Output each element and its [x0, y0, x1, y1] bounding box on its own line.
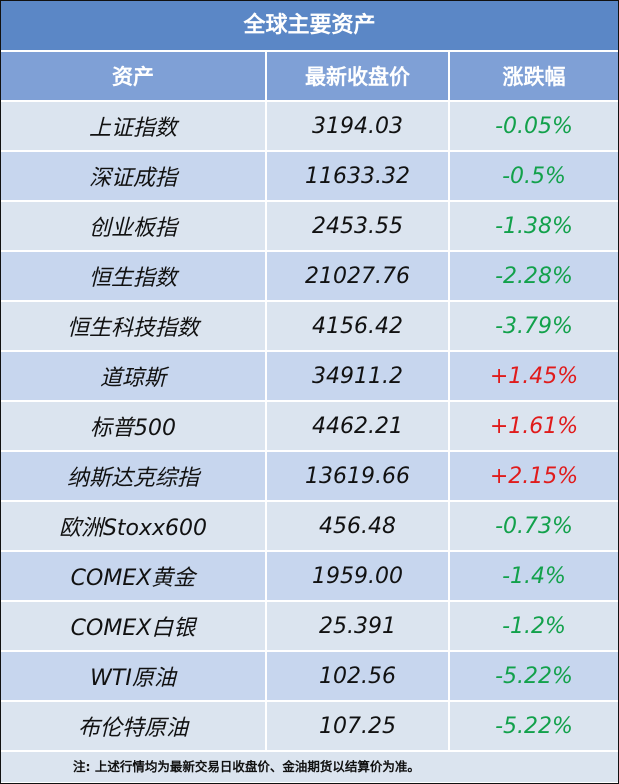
cell-asset: 创业板指 — [1, 201, 267, 252]
asset-table: 资产 最新收盘价 涨跌幅 上证指数 3194.03 -0.05% 深证成指 11633.… — [1, 52, 618, 752]
cell-price: 4462.21 — [266, 401, 450, 452]
cell-price: 456.48 — [266, 501, 450, 552]
cell-asset: COMEX白银 — [1, 601, 267, 652]
table-row: 欧洲Stoxx600 456.48 -0.73% — [1, 501, 618, 552]
cell-asset: 道琼斯 — [1, 351, 267, 402]
cell-price: 2453.55 — [266, 201, 450, 252]
cell-price: 21027.76 — [266, 251, 450, 302]
cell-asset: 纳斯达克综指 — [1, 451, 267, 502]
cell-change: -2.28% — [449, 251, 618, 302]
cell-change: -5.22% — [449, 651, 618, 702]
cell-price: 3194.03 — [266, 101, 450, 152]
cell-change: -0.73% — [449, 501, 618, 552]
cell-change: -0.5% — [449, 151, 618, 202]
cell-change: +2.15% — [449, 451, 618, 502]
table-row: WTI原油 102.56 -5.22% — [1, 651, 618, 702]
cell-price: 25.391 — [266, 601, 450, 652]
table-row: COMEX黄金 1959.00 -1.4% — [1, 551, 618, 602]
cell-change: -1.4% — [449, 551, 618, 602]
cell-change: -3.79% — [449, 301, 618, 352]
cell-asset: 标普500 — [1, 401, 267, 452]
cell-price: 4156.42 — [266, 301, 450, 352]
table-row: 纳斯达克综指 13619.66 +2.15% — [1, 451, 618, 502]
table-row: 布伦特原油 107.25 -5.22% — [1, 701, 618, 752]
table-row: 创业板指 2453.55 -1.38% — [1, 201, 618, 252]
cell-price: 13619.66 — [266, 451, 450, 502]
cell-change: +1.45% — [449, 351, 618, 402]
table-row: 上证指数 3194.03 -0.05% — [1, 101, 618, 152]
cell-asset: 欧洲Stoxx600 — [1, 501, 267, 552]
header-price: 最新收盘价 — [266, 52, 450, 102]
table-row: 恒生指数 21027.76 -2.28% — [1, 251, 618, 302]
cell-change: -0.05% — [449, 101, 618, 152]
table-row: 深证成指 11633.32 -0.5% — [1, 151, 618, 202]
cell-change: -5.22% — [449, 701, 618, 752]
cell-price: 102.56 — [266, 651, 450, 702]
cell-price: 107.25 — [266, 701, 450, 752]
table-row: COMEX白银 25.391 -1.2% — [1, 601, 618, 652]
cell-change: -1.2% — [449, 601, 618, 652]
cell-change: +1.61% — [449, 401, 618, 452]
header-change: 涨跌幅 — [449, 52, 618, 102]
table-row: 道琼斯 34911.2 +1.45% — [1, 351, 618, 402]
cell-change: -1.38% — [449, 201, 618, 252]
cell-asset: 恒生指数 — [1, 251, 267, 302]
table-row: 标普500 4462.21 +1.61% — [1, 401, 618, 452]
cell-price: 1959.00 — [266, 551, 450, 602]
cell-price: 34911.2 — [266, 351, 450, 402]
cell-asset: WTI原油 — [1, 651, 267, 702]
header-asset: 资产 — [1, 52, 267, 102]
cell-asset: 深证成指 — [1, 151, 267, 202]
header-row: 资产 最新收盘价 涨跌幅 — [1, 52, 618, 102]
table-title: 全球主要资产 — [1, 1, 618, 52]
cell-asset: 布伦特原油 — [1, 701, 267, 752]
cell-asset: 上证指数 — [1, 101, 267, 152]
footnote: 注: 上述行情均为最新交易日收盘价、金油期货以结算价为准。 — [1, 752, 618, 782]
table-row: 恒生科技指数 4156.42 -3.79% — [1, 301, 618, 352]
cell-asset: 恒生科技指数 — [1, 301, 267, 352]
cell-price: 11633.32 — [266, 151, 450, 202]
cell-asset: COMEX黄金 — [1, 551, 267, 602]
